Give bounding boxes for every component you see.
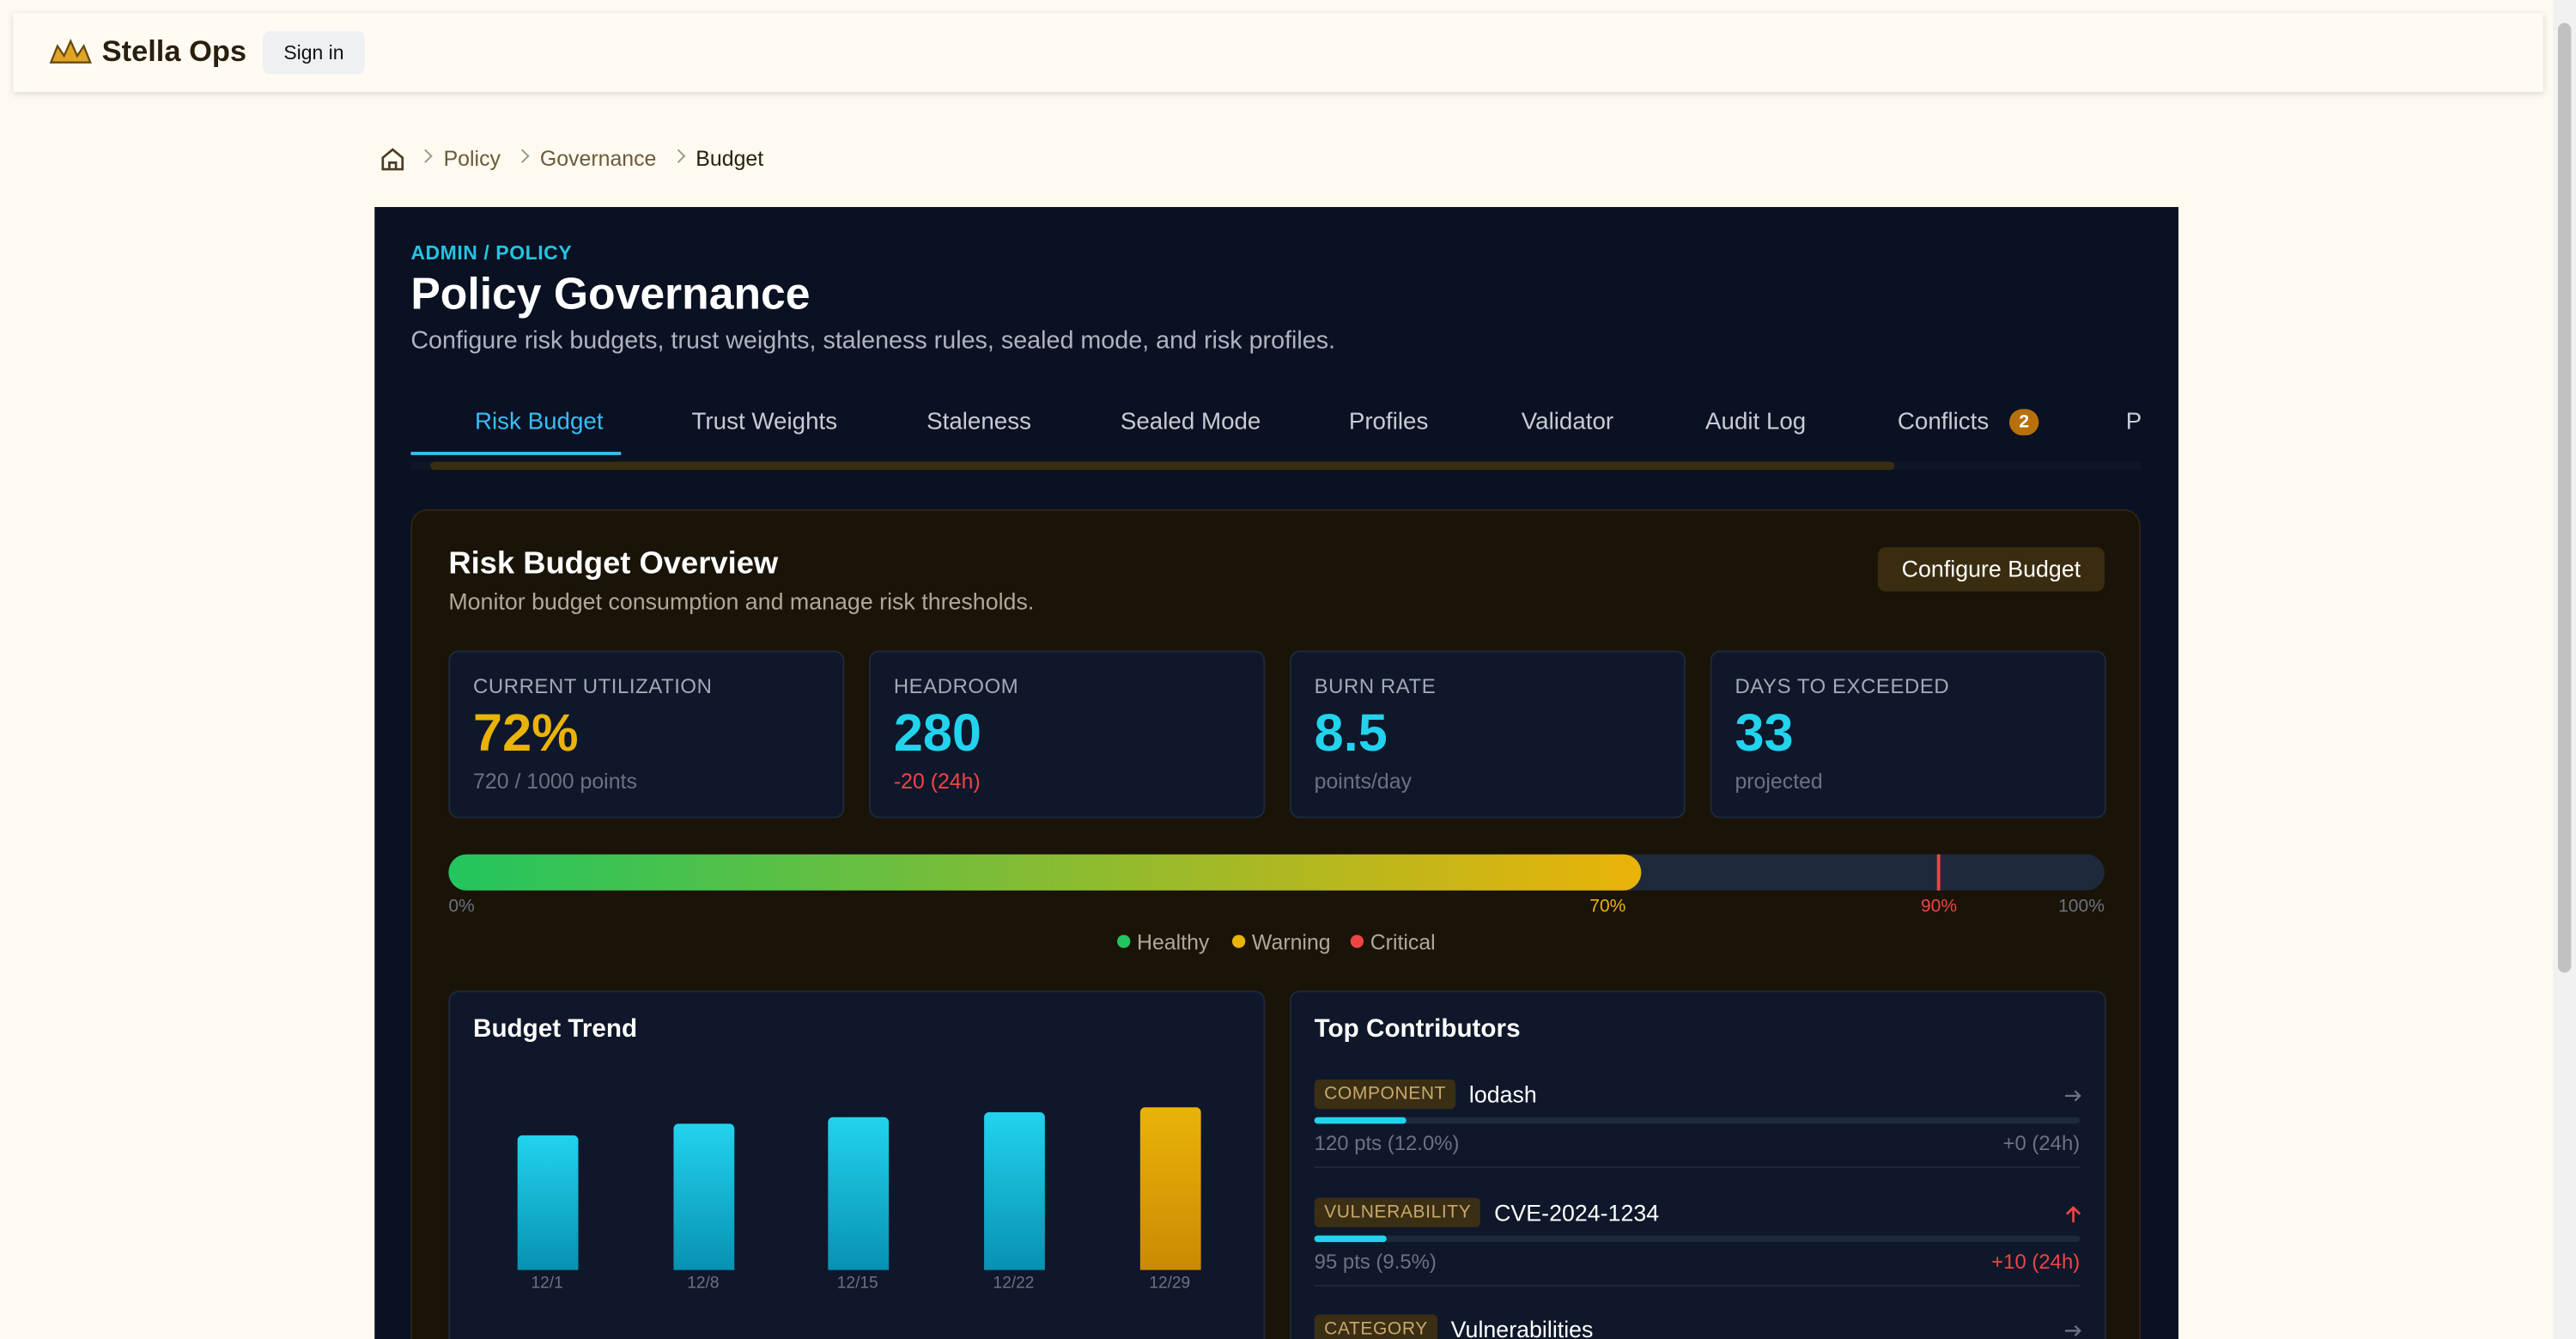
trend-card: Budget Trend 12/1 12/8 12/15 12/22 12/29 xyxy=(448,990,1266,1339)
brand: Stella Ops xyxy=(101,34,247,68)
sign-in-button[interactable]: Sign in xyxy=(263,31,365,75)
scrollbar-thumb xyxy=(2558,22,2572,973)
row-divider xyxy=(1314,1166,2081,1169)
breadcrumb-item[interactable]: Policy xyxy=(443,146,501,171)
tab[interactable]: Staleness xyxy=(927,409,1031,435)
stat-value: 72% xyxy=(473,703,579,763)
trend-bar xyxy=(516,1134,578,1270)
breadcrumb-item: Budget xyxy=(696,146,764,171)
stat-label: CURRENT UTILIZATION xyxy=(473,675,713,698)
logo xyxy=(49,38,92,64)
contributors-card: Top Contributors COMPONENT lodash 120 pts (… xyxy=(1289,990,2106,1339)
trend-date: 12/29 xyxy=(1149,1275,1191,1293)
page-subtitle: Configure risk budgets, trust weights, s… xyxy=(410,326,1336,356)
contributor-track xyxy=(1314,1117,2081,1124)
contributor-name[interactable]: CVE-2024-1234 xyxy=(1494,1198,1660,1226)
tab[interactable]: Sealed Mode xyxy=(1120,409,1261,435)
trend-title: Budget Trend xyxy=(473,1015,638,1044)
legend-dot xyxy=(1117,934,1131,948)
eyebrow: ADMIN / POLICY xyxy=(410,241,573,265)
tab-scroll-thumb[interactable] xyxy=(430,461,1895,471)
breadcrumb-sep xyxy=(514,149,529,163)
trend-icon xyxy=(2065,1090,2081,1102)
stat-sub: points/day xyxy=(1314,769,1413,794)
stat-sub: 720 / 1000 points xyxy=(473,769,637,794)
tab[interactable]: Risk Budget xyxy=(474,409,604,435)
trend-date: 12/15 xyxy=(836,1275,878,1293)
tabs: Risk Budget Trust Weights Staleness Sealed … xyxy=(410,394,2141,460)
stat-sub: -20 (24h) xyxy=(893,769,981,794)
scrollbar xyxy=(2553,0,2576,1339)
trend-date: 12/1 xyxy=(531,1275,563,1293)
breadcrumb-sep xyxy=(418,149,433,163)
section-title: Risk Budget Overview xyxy=(448,546,779,582)
breadcrumb-item[interactable]: Governance xyxy=(539,146,657,171)
stat-card: BURN RATE 8.5 points/day xyxy=(1289,650,1686,819)
tab[interactable]: Profiles xyxy=(1348,409,1429,435)
contributor-name[interactable]: lodash xyxy=(1468,1080,1537,1108)
top-bar xyxy=(13,13,2543,93)
tab-underline xyxy=(410,452,622,455)
contributor-name[interactable]: Vulnerabilities xyxy=(1450,1316,1594,1339)
contributor-detail: 95 pts (9.5%) xyxy=(1314,1249,1437,1273)
tab[interactable]: Pl xyxy=(2125,409,2142,435)
tab[interactable]: Conflicts xyxy=(1897,409,1990,435)
trend-icon xyxy=(2065,1324,2081,1336)
row-divider xyxy=(1314,1283,2081,1286)
trend-date: 12/22 xyxy=(993,1275,1035,1293)
trend-bar xyxy=(672,1123,734,1270)
trend-bar xyxy=(983,1111,1044,1270)
stat-label: BURN RATE xyxy=(1314,675,1437,698)
contributor-delta: +0 (24h) xyxy=(2002,1131,2081,1155)
configure-button[interactable]: Configure Budget xyxy=(1877,546,2105,592)
section-subtitle: Monitor budget consumption and manage ri… xyxy=(448,587,1035,615)
contributor-fill xyxy=(1314,1234,1388,1242)
contributors-title: Top Contributors xyxy=(1314,1015,1521,1044)
scale-label: 0% xyxy=(448,897,475,917)
kind-tag: COMPONENT xyxy=(1314,1079,1456,1110)
stat-value: 33 xyxy=(1735,703,1794,763)
stat-label: HEADROOM xyxy=(893,675,1019,698)
contributor-fill xyxy=(1314,1117,1406,1124)
legend-dot xyxy=(1350,934,1364,948)
contributor-detail: 120 pts (12.0%) xyxy=(1314,1131,1460,1155)
trend-icon xyxy=(2065,1205,2081,1222)
legend-label: Critical xyxy=(1370,929,1436,955)
legend-label: Warning xyxy=(1251,929,1331,955)
tab[interactable]: Audit Log xyxy=(1705,409,1807,435)
page-title: Policy Governance xyxy=(410,269,811,320)
home-icon[interactable] xyxy=(380,146,406,173)
trend-bar xyxy=(827,1116,889,1270)
tab-badge: 2 xyxy=(2008,409,2039,435)
kind-tag: CATEGORY xyxy=(1314,1314,1438,1339)
scale-label: 90% xyxy=(1920,897,1958,917)
breadcrumb-sep xyxy=(671,149,685,163)
stat-card: DAYS TO EXCEEDED 33 projected xyxy=(1710,650,2106,819)
trend-date: 12/8 xyxy=(687,1275,720,1293)
kind-tag: VULNERABILITY xyxy=(1314,1196,1481,1226)
contributor-track xyxy=(1314,1234,2081,1242)
stat-sub: projected xyxy=(1735,769,1823,794)
trend-bar xyxy=(1139,1107,1200,1270)
threshold-marker xyxy=(1937,854,1941,891)
tab[interactable]: Validator xyxy=(1521,409,1614,435)
tab[interactable]: Trust Weights xyxy=(691,409,838,435)
scale-label: 70% xyxy=(1589,897,1626,917)
stat-value: 8.5 xyxy=(1314,703,1388,763)
stat-card: CURRENT UTILIZATION 72% 720 / 1000 points xyxy=(448,650,845,819)
legend-label: Healthy xyxy=(1137,929,1210,955)
scale-label: 100% xyxy=(2058,897,2105,917)
legend-dot xyxy=(1231,934,1246,948)
stat-label: DAYS TO EXCEEDED xyxy=(1735,675,1950,698)
stat-card: HEADROOM 280 -20 (24h) xyxy=(869,650,1266,819)
contributor-delta: +10 (24h) xyxy=(1991,1249,2081,1273)
stat-value: 280 xyxy=(893,703,981,763)
utilization-fill xyxy=(448,854,1641,891)
